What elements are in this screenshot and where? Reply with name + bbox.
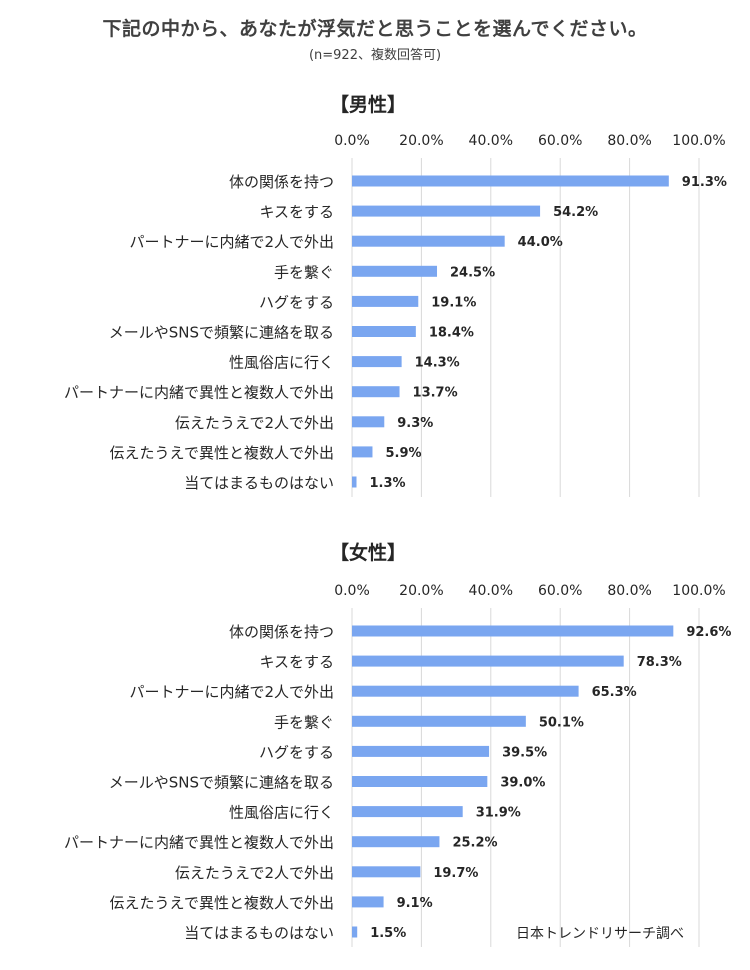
male-tick-label: 100.0% <box>672 133 725 149</box>
female-tick-label: 20.0% <box>399 583 443 599</box>
female-category-label: 性風俗店に行く <box>229 804 334 822</box>
male-category-label: 体の関係を持つ <box>229 173 334 191</box>
male-bar <box>352 175 669 187</box>
male-category-label: パートナーに内緒で2人で外出 <box>129 233 334 251</box>
female-tick-label: 60.0% <box>538 583 582 599</box>
female-data-label: 39.5% <box>502 745 547 760</box>
male-tick-label: 0.0% <box>334 133 370 149</box>
female-data-label: 78.3% <box>637 655 682 670</box>
male-panel-title: 【男性】 <box>330 94 407 116</box>
female-data-label: 65.3% <box>592 685 637 700</box>
female-data-label: 19.7% <box>433 866 478 881</box>
female-data-label: 1.5% <box>370 926 406 941</box>
chart-title: 下記の中から、あなたが浮気だと思うことを選んでください。 <box>102 18 648 40</box>
male-data-label: 18.4% <box>429 326 474 341</box>
female-category-label: 手を繋ぐ <box>274 713 334 731</box>
male-category-label: メールやSNSで頻繁に連絡を取る <box>109 324 334 342</box>
male-tick-label: 20.0% <box>399 133 443 149</box>
male-bar <box>352 476 357 488</box>
male-data-label: 9.3% <box>397 416 433 431</box>
male-tick-label: 80.0% <box>607 133 651 149</box>
female-data-label: 39.0% <box>500 776 545 791</box>
male-bar <box>352 416 385 428</box>
male-data-label: 24.5% <box>450 265 495 280</box>
female-panel-title: 【女性】 <box>330 542 407 564</box>
female-bar <box>352 806 463 818</box>
female-data-label: 92.6% <box>686 625 731 640</box>
male-category-label: 伝えたうえで異性と複数人で外出 <box>109 444 334 462</box>
female-bar <box>352 745 490 757</box>
female-category-label: 体の関係を持つ <box>229 623 334 641</box>
chart-subtitle: (n=922、複数回答可) <box>308 48 442 63</box>
female-category-label: メールやSNSで頻繁に連絡を取る <box>109 774 334 792</box>
male-data-label: 5.9% <box>385 446 421 461</box>
female-data-label: 50.1% <box>539 715 584 730</box>
male-tick-label: 40.0% <box>469 133 513 149</box>
female-bar <box>352 866 421 878</box>
male-data-label: 44.0% <box>518 235 563 250</box>
male-category-label: パートナーに内緒で異性と複数人で外出 <box>64 384 334 402</box>
female-bar <box>352 926 358 938</box>
female-data-label: 31.9% <box>476 806 521 821</box>
female-tick-label: 0.0% <box>334 583 370 599</box>
female-category-label: パートナーに内緒で異性と複数人で外出 <box>64 834 334 852</box>
male-tick-label: 60.0% <box>538 133 582 149</box>
female-bar <box>352 685 579 697</box>
male-bar <box>352 295 419 307</box>
male-data-label: 13.7% <box>413 386 458 401</box>
male-bar <box>352 386 400 398</box>
male-data-label: 54.2% <box>553 205 598 220</box>
female-bar <box>352 625 674 637</box>
female-data-label: 9.1% <box>397 896 433 911</box>
female-bar <box>352 896 384 908</box>
female-category-label: ハグをする <box>259 743 334 761</box>
female-bar <box>352 715 526 727</box>
male-category-label: ハグをする <box>259 293 334 311</box>
male-data-label: 14.3% <box>415 356 460 371</box>
female-category-label: キスをする <box>259 653 334 671</box>
male-category-label: キスをする <box>259 203 334 221</box>
male-data-label: 1.3% <box>370 476 406 491</box>
female-bar <box>352 836 440 848</box>
male-data-label: 19.1% <box>431 295 476 310</box>
female-bar <box>352 655 624 667</box>
male-category-label: 当てはまるものはない <box>184 474 334 492</box>
male-bar <box>352 326 416 337</box>
male-category-label: 伝えたうえで2人で外出 <box>175 414 334 432</box>
female-tick-label: 40.0% <box>469 583 513 599</box>
source-note: 日本トレンドリサーチ調べ <box>516 926 684 942</box>
female-category-label: パートナーに内緒で2人で外出 <box>129 683 334 701</box>
male-bar <box>352 235 505 247</box>
female-data-label: 25.2% <box>452 836 497 851</box>
female-tick-label: 80.0% <box>607 583 651 599</box>
male-bar <box>352 205 541 217</box>
male-bar <box>352 446 373 458</box>
female-category-label: 当てはまるものはない <box>184 924 334 942</box>
male-category-label: 手を繋ぐ <box>274 263 334 281</box>
male-bar <box>352 356 402 368</box>
male-data-label: 91.3% <box>682 175 727 190</box>
male-bar <box>352 265 438 277</box>
female-category-label: 伝えたうえで異性と複数人で外出 <box>109 894 334 912</box>
male-category-label: 性風俗店に行く <box>229 354 334 372</box>
female-bar <box>352 776 488 787</box>
female-category-label: 伝えたうえで2人で外出 <box>175 864 334 882</box>
female-tick-label: 100.0% <box>672 583 725 599</box>
